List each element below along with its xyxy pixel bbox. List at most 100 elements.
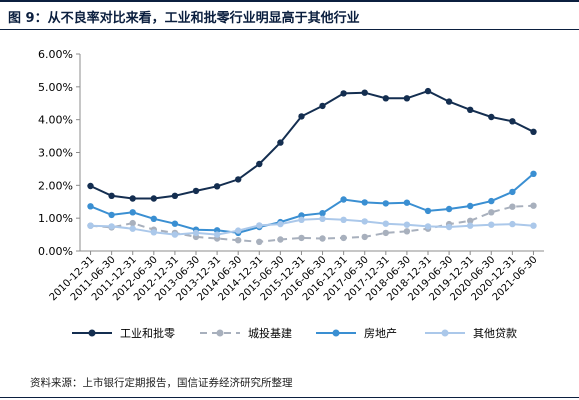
data-point: [192, 229, 200, 237]
data-point: [403, 228, 411, 235]
data-point: [340, 216, 347, 223]
data-point: [298, 113, 305, 120]
data-point: [488, 197, 495, 205]
title-bar: 图 9：从不良率对比来看，工业和批零行业明显高于其他行业: [0, 0, 579, 30]
data-point: [382, 95, 389, 102]
data-point: [509, 188, 516, 196]
data-point: [530, 222, 537, 229]
data-point: [277, 220, 284, 228]
data-point: [445, 223, 453, 231]
chart-title: 图 9：从不良率对比来看，工业和批零行业明显高于其他行业: [8, 11, 360, 26]
data-point: [382, 220, 389, 227]
data-point: [235, 176, 242, 183]
data-point: [467, 106, 474, 114]
data-point: [87, 182, 94, 190]
y-tick-label: 0.00%: [38, 245, 73, 258]
data-point: [361, 218, 368, 225]
data-point: [129, 195, 136, 202]
data-point: [256, 238, 263, 245]
legend-label-2: 城投基建: [248, 326, 292, 340]
data-point: [488, 113, 495, 121]
data-point: [129, 209, 136, 216]
data-point: [192, 187, 200, 195]
data-point: [277, 236, 284, 243]
data-point: [108, 211, 115, 219]
data-point: [150, 229, 157, 236]
series-line-3: [90, 173, 535, 234]
data-point: [108, 223, 115, 230]
data-point: [530, 170, 537, 177]
data-point: [108, 192, 115, 199]
data-point: [319, 102, 326, 110]
data-point: [424, 223, 432, 230]
data-point: [530, 128, 537, 135]
data-point: [340, 90, 347, 97]
data-point: [509, 220, 516, 228]
chart-area: 0.00% 1.00% 2.00% 3.00% 4.00% 5.00% 6.00% 2010-…: [0, 30, 579, 370]
data-point: [403, 221, 411, 228]
data-point: [445, 98, 453, 105]
data-point: [319, 210, 326, 217]
data-point: [361, 233, 368, 241]
data-point: [509, 118, 516, 125]
series-line-1: [90, 90, 534, 200]
series-line-2: [90, 204, 534, 243]
data-point: [171, 220, 179, 227]
data-point: [340, 196, 347, 203]
data-point: [319, 235, 326, 242]
data-point: [319, 215, 326, 222]
data-point: [298, 216, 305, 223]
data-point: [150, 215, 157, 222]
data-point: [467, 222, 474, 229]
data-point: [424, 87, 432, 95]
legend-marker-3: [332, 329, 340, 337]
data-point: [298, 234, 305, 242]
data-point: [445, 205, 453, 213]
line-chart: 0.00%1.00%2.00%3.00%4.00%5.00%6.00%2010-…: [38, 48, 544, 340]
data-point: [361, 89, 368, 96]
data-point: [150, 195, 157, 202]
data-point: [488, 221, 495, 228]
data-point: [171, 231, 179, 238]
y-tick-label: 2.00%: [38, 179, 73, 192]
legend-label-3: 房地产: [364, 326, 397, 340]
data-point: [277, 139, 284, 146]
data-point: [129, 219, 136, 227]
legend-label-1: 工业和批零: [120, 326, 175, 340]
y-tick-label: 1.00%: [38, 212, 73, 225]
data-point: [235, 227, 242, 234]
data-point: [530, 202, 537, 209]
legend-label-4: 其他贷款: [473, 326, 517, 340]
data-point: [87, 222, 94, 229]
data-point: [382, 200, 389, 207]
y-tick-label: 3.00%: [38, 147, 73, 160]
data-point: [467, 202, 474, 210]
data-point: [488, 209, 495, 216]
data-point: [382, 229, 389, 237]
legend-marker-2: [216, 329, 224, 337]
data-point: [467, 217, 474, 224]
data-point: [509, 203, 516, 210]
data-point: [171, 192, 179, 199]
series-line-4: [90, 217, 534, 236]
data-point: [256, 160, 263, 168]
data-point: [340, 234, 347, 242]
y-tick-label: 4.00%: [38, 114, 73, 127]
legend-marker-1: [88, 329, 96, 337]
data-point: [87, 203, 94, 210]
data-point: [424, 207, 432, 215]
data-point: [235, 237, 242, 244]
y-tick-label: 6.00%: [38, 48, 73, 61]
data-point: [213, 183, 221, 190]
legend-marker-4: [441, 329, 449, 337]
source-note: 资料来源：上市银行定期报告，国信证券经济研究所整理: [30, 377, 293, 389]
data-point: [403, 199, 411, 206]
data-point: [403, 95, 411, 102]
data-point: [361, 199, 368, 206]
y-tick-label: 5.00%: [38, 81, 73, 94]
data-point: [213, 231, 221, 238]
bottom-rule: [0, 397, 579, 398]
data-point: [256, 222, 263, 229]
data-point: [129, 225, 136, 232]
